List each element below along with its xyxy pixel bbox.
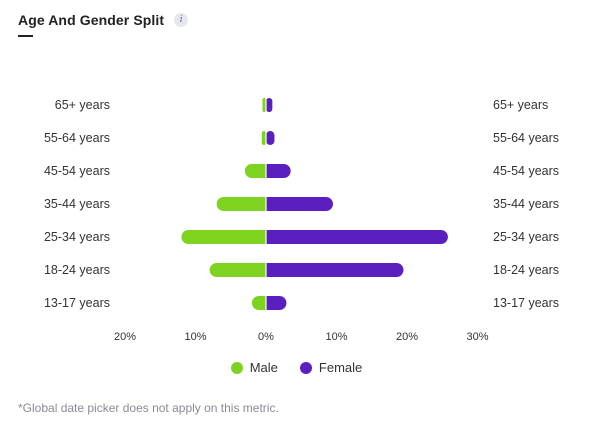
bar-male-18-24-years[interactable]	[209, 263, 266, 277]
category-label-left-45-54-years: 45-54 years	[44, 164, 110, 178]
legend-item-male[interactable]: Male	[230, 360, 278, 375]
category-label-right-45-54-years: 45-54 years	[493, 164, 559, 178]
footnote: *Global date picker does not apply on th…	[18, 401, 279, 415]
x-tick-label-3: 10%	[325, 331, 347, 343]
info-icon[interactable]: i	[174, 13, 189, 27]
bar-male-45-54-years-edge	[259, 164, 266, 178]
bar-female-13-17-years-edge	[266, 296, 273, 310]
category-label-left-35-44-years: 35-44 years	[44, 197, 110, 211]
category-label-left-18-24-years: 18-24 years	[44, 263, 110, 277]
legend-label-female: Female	[318, 360, 363, 375]
x-tick-label-1: 10%	[184, 331, 206, 343]
bar-female-18-24-years-edge	[266, 263, 273, 277]
bar-female-45-54-years-edge	[266, 164, 273, 178]
legend-item-female[interactable]: Female	[299, 360, 363, 375]
left-category-labels: 65+ years 55-64 years 45-54 years 35-44 yea…	[44, 98, 110, 310]
bar-female-18-24-years[interactable]	[266, 263, 404, 277]
category-label-right-13-17-years: 13-17 years	[493, 296, 559, 310]
title-underline	[18, 35, 33, 37]
category-label-left-65-years: 65+ years	[55, 98, 110, 112]
bar-female-55-64-years[interactable]	[266, 131, 275, 145]
x-tick-label-0: 20%	[114, 331, 136, 343]
bar-female-25-34-years-edge	[266, 230, 273, 244]
bar-female-35-44-years[interactable]	[266, 197, 333, 211]
x-tick-label-4: 20%	[396, 331, 418, 343]
x-tick-label-2: 0%	[258, 331, 274, 343]
bar-female-65-years[interactable]	[266, 98, 273, 112]
x-axis-ticks: 20% 10% 0% 10% 20% 30%	[114, 331, 489, 343]
bar-female-25-34-years[interactable]	[266, 230, 448, 244]
legend-dot-female	[299, 361, 312, 374]
category-label-right-55-64-years: 55-64 years	[493, 131, 559, 145]
age-gender-chart: 65+ years 55-64 years 45-54 years 35-44 yea…	[44, 98, 559, 343]
bar-male-65-years[interactable]	[262, 98, 266, 112]
category-label-left-55-64-years: 55-64 years	[44, 131, 110, 145]
category-label-right-35-44-years: 35-44 years	[493, 197, 559, 211]
legend-dot-male	[230, 361, 243, 374]
category-label-right-25-34-years: 25-34 years	[493, 230, 559, 244]
category-label-right-18-24-years: 18-24 years	[493, 263, 559, 277]
bar-male-25-34-years[interactable]	[181, 230, 266, 244]
category-label-left-25-34-years: 25-34 years	[44, 230, 110, 244]
bar-male-18-24-years-edge	[259, 263, 266, 277]
bars	[181, 98, 448, 310]
bar-male-35-44-years[interactable]	[216, 197, 266, 211]
legend: Male Female	[0, 360, 593, 375]
bar-male-35-44-years-edge	[259, 197, 266, 211]
bar-male-13-17-years-edge	[259, 296, 266, 310]
right-category-labels: 65+ years 55-64 years 45-54 years 35-44 yea…	[493, 98, 559, 310]
legend-label-male: Male	[249, 360, 278, 375]
chart-title: Age And Gender Split	[18, 12, 165, 28]
bar-male-25-34-years-edge	[259, 230, 266, 244]
bar-male-55-64-years[interactable]	[261, 131, 266, 145]
bar-female-35-44-years-edge	[266, 197, 273, 211]
category-label-right-65-years: 65+ years	[493, 98, 548, 112]
chart-header: Age And Gender Split i	[18, 12, 189, 28]
category-label-left-13-17-years: 13-17 years	[44, 296, 110, 310]
x-tick-label-5: 30%	[466, 331, 488, 343]
